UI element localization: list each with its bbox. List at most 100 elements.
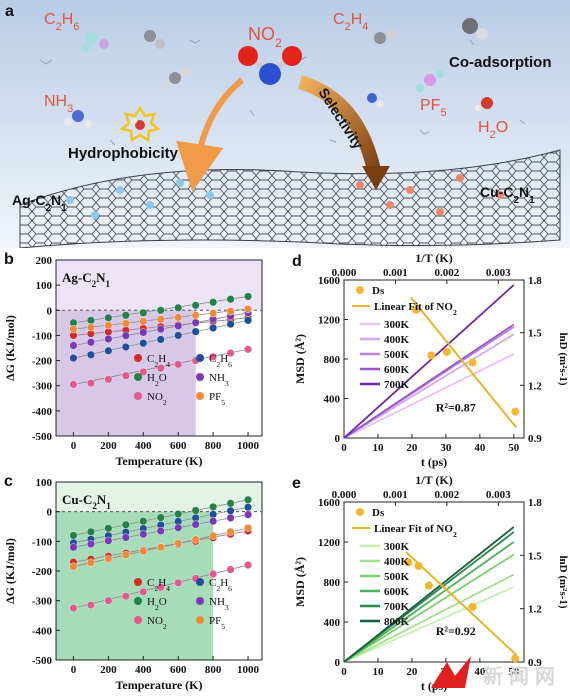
ds-point <box>412 305 420 314</box>
data-point-pf5 <box>104 321 113 330</box>
data-point-h2o <box>209 298 218 307</box>
series-h2o <box>69 495 253 540</box>
c2h6-molecule <box>82 32 109 52</box>
c2h4-molecule-2 <box>374 29 397 44</box>
x-tick-label: 20 <box>406 666 418 678</box>
data-point-no2 <box>139 367 148 376</box>
x-axis-label: Temperature (K) <box>116 678 203 692</box>
series-no2 <box>69 561 253 613</box>
legend-label-400k: 400K <box>384 334 410 346</box>
y2-tick-label: 1.2 <box>528 380 542 392</box>
data-point-pf5 <box>156 315 165 324</box>
data-point-h2o <box>209 502 218 511</box>
data-point-nh3 <box>139 530 148 539</box>
legend-label-no2: NO2 <box>147 391 167 407</box>
data-point-no2 <box>226 565 235 574</box>
msd-line-400k <box>343 333 515 439</box>
x-tick-label: 1000 <box>237 664 260 676</box>
y-tick-label: 100 <box>36 477 53 489</box>
ethane-molecule <box>162 67 191 90</box>
data-point-h2o <box>244 292 253 301</box>
data-point-pf5 <box>69 562 78 571</box>
legend-label-nh3: NH3 <box>209 596 229 612</box>
x2-axis-label: 1/T (K) <box>415 251 452 265</box>
ds-point <box>511 407 520 416</box>
legend-label-fit: Linear Fit of NO2 <box>374 523 457 539</box>
data-point-pf5 <box>69 325 78 334</box>
series-h2o <box>69 292 253 327</box>
data-point-no2 <box>244 561 253 570</box>
x-tick-label: 200 <box>100 440 117 452</box>
x2-tick-label: 0.001 <box>383 489 408 501</box>
co-adsorption-label: Co-adsorption <box>449 54 552 71</box>
data-point-no2 <box>121 371 130 380</box>
legend-marker-h2o <box>134 597 142 605</box>
label-nh3: NH3 <box>44 93 73 115</box>
no2-molecule <box>238 46 302 85</box>
c2h4-molecule <box>144 30 165 49</box>
y2-tick-label: 1.8 <box>528 275 542 287</box>
inset-label: Ag-C2N1 <box>62 270 111 289</box>
x-tick-label: 600 <box>170 664 187 676</box>
y-tick-label: 1200 <box>318 537 341 549</box>
ds-point <box>424 581 433 590</box>
data-point-c2h6 <box>226 320 235 329</box>
inset-label: Cu-C2N1 <box>62 492 111 511</box>
cu-atoms <box>356 174 504 216</box>
y-tick-label: 0 <box>335 433 341 445</box>
legend-marker-c2h6 <box>196 578 204 586</box>
data-point-nh3 <box>139 328 148 337</box>
y-tick-label: -400 <box>32 625 53 637</box>
y-tick-label: 100 <box>36 280 53 292</box>
y-axis-label: MSD (Å²) <box>293 557 307 607</box>
legend-marker-h2o <box>134 373 142 381</box>
msd-line-800k <box>343 526 515 663</box>
selectivity-arrow <box>297 75 382 177</box>
legend-marker-c2h4 <box>134 578 142 586</box>
label-c2h6: C2H6 <box>44 11 79 33</box>
legend-marker-pf5 <box>196 392 204 400</box>
data-point-h2o <box>226 295 235 304</box>
legend-label-no2: NO2 <box>147 615 167 631</box>
data-point-nh3 <box>69 341 78 350</box>
data-point-pf5 <box>226 307 235 316</box>
nh3-molecule-2 <box>367 93 384 108</box>
msd-line-500k <box>343 553 515 663</box>
y-axis-label: ΔG (KJ/mol) <box>3 538 17 604</box>
legend-label-c2h4: C2H4 <box>147 577 170 593</box>
legend-label-500k: 500K <box>384 571 410 583</box>
data-point-pf5 <box>121 319 130 328</box>
legend-marker-nh3 <box>196 373 204 381</box>
y-tick-label: -500 <box>32 655 53 667</box>
data-point-nh3 <box>191 318 200 327</box>
data-point-pf5 <box>174 539 183 548</box>
panel-letter: b <box>4 251 14 268</box>
panel-a-illustration: a C2H6 C2H4 NO2 NH3 PF5 H2O Co-adsorptio… <box>0 0 570 248</box>
hydrophobicity-arrow <box>175 77 244 192</box>
x-axis-label: t (ps) <box>421 455 447 469</box>
x2-tick-label: 0.002 <box>434 489 459 501</box>
y2-axis-label: lnD (m²s-1) <box>557 555 569 608</box>
legend-marker-c2h4 <box>134 354 142 362</box>
watermark-text: 新闻网 <box>483 664 561 688</box>
data-point-no2 <box>69 380 78 389</box>
x-tick-label: 0 <box>71 664 77 676</box>
x-tick-label: 40 <box>474 666 486 678</box>
y-tick-label: 1200 <box>318 315 341 327</box>
series-no2 <box>69 345 253 389</box>
co-molecule <box>462 18 488 40</box>
data-point-h2o <box>104 524 113 533</box>
data-point-nh3 <box>209 517 218 526</box>
data-point-h2o <box>121 520 130 529</box>
legend-label-700k: 700K <box>384 601 410 613</box>
msd-line-600k <box>343 323 515 439</box>
y-tick-label: -100 <box>32 330 53 342</box>
x-tick-label: 1000 <box>237 440 260 452</box>
y-tick-label: 0 <box>47 305 53 317</box>
legend-label-fit: Linear Fit of NO2 <box>374 301 457 317</box>
data-point-nh3 <box>244 510 253 519</box>
legend-label-h2o: H2O <box>147 596 167 612</box>
x-tick-label: 200 <box>100 664 117 676</box>
data-point-c2h6 <box>244 316 253 325</box>
